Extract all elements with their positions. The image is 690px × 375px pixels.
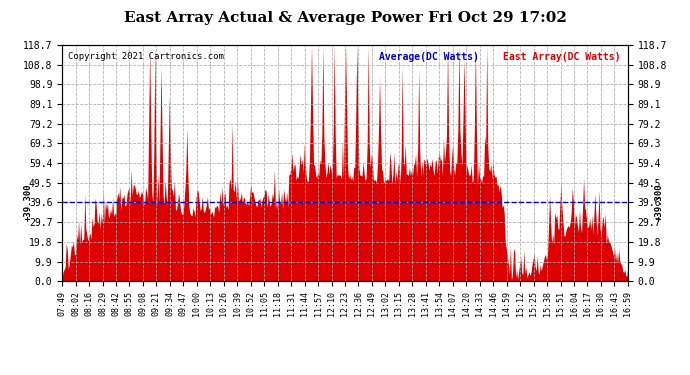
Text: +39.300: +39.300 — [23, 184, 32, 221]
Text: East Array Actual & Average Power Fri Oct 29 17:02: East Array Actual & Average Power Fri Oc… — [124, 11, 566, 25]
Text: +39.300: +39.300 — [655, 184, 664, 221]
Text: Average(DC Watts): Average(DC Watts) — [379, 52, 479, 62]
Text: Copyright 2021 Cartronics.com: Copyright 2021 Cartronics.com — [68, 52, 224, 61]
Text: East Array(DC Watts): East Array(DC Watts) — [504, 52, 621, 62]
